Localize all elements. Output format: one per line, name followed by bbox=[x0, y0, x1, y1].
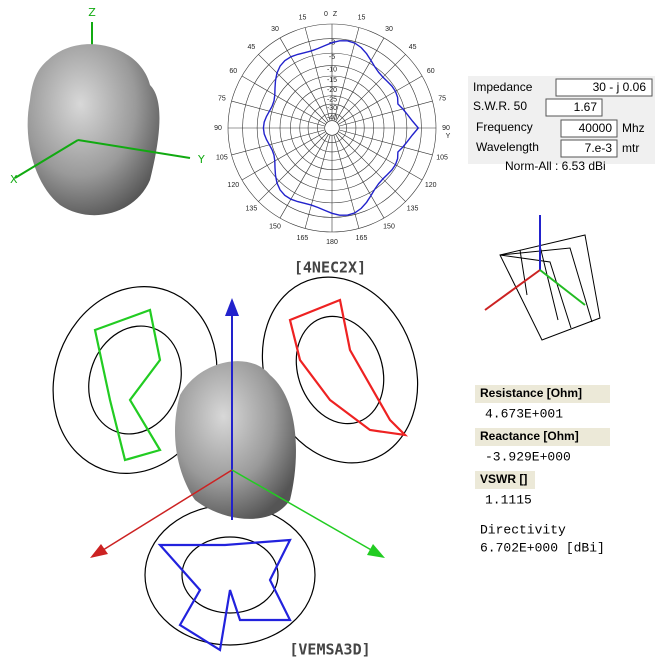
value: 1.67 bbox=[574, 100, 598, 114]
angle-label: 45 bbox=[409, 44, 417, 51]
radial-label: -20 bbox=[327, 87, 337, 94]
value: 1.1115 bbox=[485, 492, 532, 507]
unit: mtr bbox=[622, 141, 639, 155]
axis-label: Y bbox=[197, 153, 205, 166]
angle-label: 60 bbox=[229, 68, 237, 75]
label: Frequency bbox=[476, 120, 533, 134]
norm-label: Norm-All : 6.53 dBi bbox=[505, 159, 606, 173]
angle-label: 15 bbox=[358, 15, 366, 22]
polar-spoke bbox=[279, 134, 329, 219]
angle-label: 105 bbox=[436, 154, 448, 161]
label: Wavelength bbox=[476, 140, 539, 154]
angle-label: 135 bbox=[407, 205, 419, 212]
angle-label: 150 bbox=[269, 224, 281, 231]
axis-label: Z bbox=[88, 6, 96, 19]
polar-spoke bbox=[304, 134, 331, 229]
angle-label: 105 bbox=[216, 154, 228, 161]
angle-label: Y bbox=[446, 133, 451, 140]
caption: [VEMSA3D] bbox=[289, 641, 370, 659]
label: Impedance bbox=[473, 80, 533, 94]
vemsa-3d-view bbox=[52, 276, 419, 652]
axis-label: X bbox=[10, 173, 18, 186]
polar-spoke bbox=[258, 132, 328, 202]
radial-label: -15 bbox=[327, 77, 337, 84]
angle-label: 120 bbox=[227, 182, 239, 189]
angle-label: Z bbox=[333, 11, 338, 18]
angle-label: 45 bbox=[247, 44, 255, 51]
radial-label: -30 bbox=[327, 105, 337, 112]
pattern-curve bbox=[262, 40, 420, 216]
radial-label: -25 bbox=[327, 97, 337, 104]
label: Resistance [Ohm] bbox=[480, 386, 582, 400]
polar-spoke bbox=[335, 134, 385, 219]
polar-spoke bbox=[338, 129, 433, 156]
value: -3.929E+000 bbox=[485, 449, 571, 464]
radial-label: -10 bbox=[327, 66, 337, 73]
angle-label: 165 bbox=[297, 235, 309, 242]
value: 30 - j 0.06 bbox=[593, 80, 647, 94]
radial-label: -40 bbox=[327, 114, 337, 121]
angle-label: 75 bbox=[218, 95, 226, 102]
polar-spoke bbox=[336, 132, 406, 202]
pattern-blob bbox=[27, 44, 160, 216]
angle-label: 75 bbox=[438, 95, 446, 102]
angle-label: 180 bbox=[326, 239, 338, 246]
nec-3d-view: Z X Y bbox=[10, 6, 205, 216]
nec-panel: Impedance 30 - j 0.06 S.W.R. 50 1.67 Fre… bbox=[468, 76, 655, 173]
angle-label: 60 bbox=[427, 68, 435, 75]
angle-label: 150 bbox=[383, 224, 395, 231]
angle-label: 165 bbox=[356, 235, 368, 242]
radial-label: -5 bbox=[329, 54, 335, 61]
polar-plot: 0 Z 180 Y 15 30 45 60 75 90 105 120 135 150 165 15 30 45 6… bbox=[214, 11, 451, 246]
polar-spoke bbox=[338, 131, 423, 181]
caption: [4NEC2X] bbox=[294, 259, 366, 277]
polar-spoke bbox=[241, 131, 326, 181]
label: Reactance [Ohm] bbox=[480, 429, 579, 443]
polar-spoke bbox=[231, 100, 326, 127]
wire-model bbox=[484, 215, 601, 341]
label: VSWR [] bbox=[480, 472, 527, 486]
unit: Mhz bbox=[622, 121, 645, 135]
angle-label: 135 bbox=[246, 205, 258, 212]
polar-spoke bbox=[241, 75, 326, 125]
angle-label: 90 bbox=[214, 125, 222, 132]
angle-label: 30 bbox=[385, 26, 393, 33]
angle-label: 120 bbox=[425, 182, 437, 189]
polar-spoke bbox=[304, 27, 331, 122]
polar-spoke bbox=[336, 54, 406, 124]
value: 7.e-3 bbox=[585, 141, 613, 155]
polar-spoke bbox=[338, 100, 433, 127]
label: Directivity bbox=[480, 522, 566, 537]
angle-label: 90 bbox=[442, 125, 450, 132]
polar-spoke bbox=[335, 37, 385, 122]
polar-spoke bbox=[279, 37, 329, 122]
value: 4.673E+001 bbox=[485, 406, 563, 421]
value: 40000 bbox=[579, 121, 613, 135]
polar-ring bbox=[324, 120, 340, 136]
angle-label: 15 bbox=[299, 15, 307, 22]
polar-spoke bbox=[338, 75, 423, 125]
vemsa-panel: Resistance [Ohm] 4.673E+001 Reactance [O… bbox=[475, 385, 610, 555]
angle-label: 0 bbox=[324, 11, 328, 18]
value: 6.702E+000 [dBi] bbox=[480, 540, 605, 555]
angle-label: 30 bbox=[271, 26, 279, 33]
polar-spoke bbox=[258, 54, 328, 124]
label: S.W.R. 50 bbox=[473, 99, 527, 113]
polar-spoke bbox=[231, 129, 326, 156]
